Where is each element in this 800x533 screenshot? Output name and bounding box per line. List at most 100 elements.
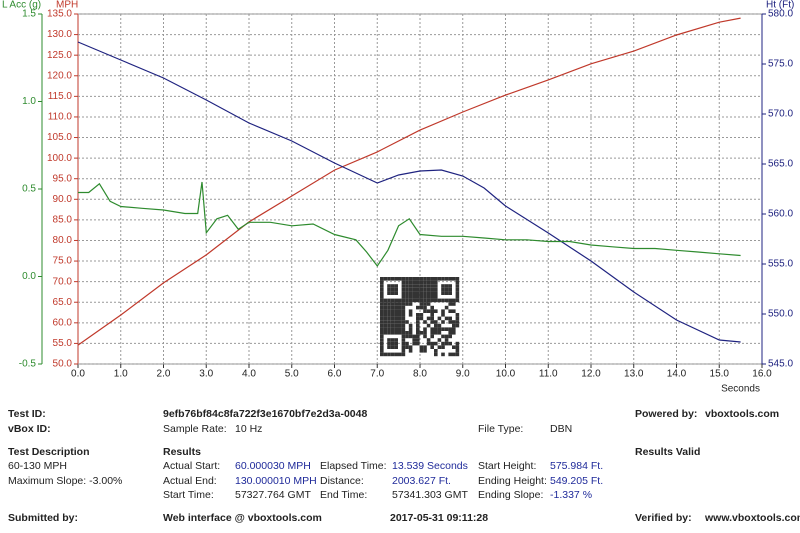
qr-module <box>405 284 409 288</box>
value: 9efb76bf84c8fa722f3e1670bf7e2d3a-0048 <box>163 408 367 420</box>
qr-module <box>380 331 384 335</box>
qr-module <box>380 305 384 310</box>
qr-module <box>444 338 449 342</box>
qr-module <box>430 305 434 310</box>
qr-module <box>387 320 391 324</box>
qr-module <box>452 277 456 281</box>
qr-module <box>426 277 431 281</box>
qr-module <box>394 287 398 292</box>
qr-module <box>412 291 416 295</box>
qr-module <box>416 327 420 331</box>
qr-module <box>408 291 413 295</box>
qr-module <box>387 302 391 306</box>
qr-module <box>383 305 388 310</box>
x-tick-label: 4.0 <box>242 369 256 380</box>
qr-module <box>390 338 395 342</box>
qr-module <box>419 316 424 321</box>
qr-module <box>455 316 460 321</box>
qr-module <box>441 284 445 288</box>
qr-module <box>390 284 395 288</box>
y-tick-label: 545.0 <box>768 359 793 370</box>
qr-module <box>416 313 420 317</box>
qr-module <box>394 323 398 328</box>
qr-module <box>390 309 395 313</box>
qr-module <box>441 334 445 339</box>
qr-module <box>423 331 427 335</box>
qr-module <box>401 287 406 292</box>
qr-module <box>430 280 434 285</box>
x-tick-label: 16.0 <box>752 369 772 380</box>
qr-module <box>416 320 420 324</box>
qr-module <box>383 313 388 317</box>
qr-module <box>387 338 391 342</box>
qr-module <box>423 277 427 281</box>
label: Ending Slope: <box>478 489 543 501</box>
qr-module <box>416 341 420 346</box>
qr-module <box>394 320 398 324</box>
qr-module <box>434 291 438 295</box>
y-tick-label: 1.5 <box>22 9 36 20</box>
qr-module <box>390 305 395 310</box>
qr-module <box>394 302 398 306</box>
y-tick-label: -0.5 <box>19 359 37 370</box>
qr-module <box>430 313 434 317</box>
y-tick-label: 555.0 <box>768 259 793 270</box>
qr-module <box>394 291 398 295</box>
qr-module <box>401 338 406 342</box>
y-tick-label: 85.0 <box>53 215 73 226</box>
qr-module <box>383 331 388 335</box>
qr-module <box>434 331 438 335</box>
qr-module <box>405 287 409 292</box>
qr-module <box>394 277 398 281</box>
qr-module <box>430 345 434 349</box>
qr-module <box>401 316 406 321</box>
qr-module <box>448 277 452 281</box>
qr-module <box>437 277 442 281</box>
y-tick-label: 130.0 <box>47 29 72 40</box>
x-tick-label: 6.0 <box>328 369 342 380</box>
qr-module <box>416 295 420 299</box>
qr-module <box>444 341 449 346</box>
qr-module <box>380 345 384 349</box>
qr-module <box>412 277 416 281</box>
x-tick-label: 10.0 <box>496 369 516 380</box>
y-tick-label: 0.5 <box>22 184 36 195</box>
qr-module <box>405 280 409 285</box>
value: 2003.627 Ft. <box>392 475 451 487</box>
qr-module <box>430 316 434 321</box>
value: www.vboxtools.com <box>704 512 800 524</box>
qr-module <box>423 320 427 324</box>
qr-module <box>426 284 431 288</box>
qr-module <box>390 313 395 317</box>
qr-module <box>412 295 416 299</box>
y3-axis-title: L Acc (g) <box>2 0 41 11</box>
qr-module <box>423 298 427 303</box>
qr-module <box>394 338 398 342</box>
chart: L Acc (g) MPH Ht (Ft) Seconds 0.0 1.0 2.0 3… <box>2 0 794 395</box>
x-tick-label: 0.0 <box>71 369 85 380</box>
heading: Results <box>163 446 201 458</box>
qr-module <box>405 331 409 335</box>
qr-module <box>408 327 413 331</box>
qr-module <box>426 280 431 285</box>
qr-module <box>419 302 424 306</box>
qr-module <box>444 327 449 331</box>
qr-module <box>405 334 409 339</box>
qr-module <box>448 309 452 313</box>
qr-module <box>401 331 406 335</box>
qr-module <box>434 341 438 346</box>
qr-module <box>444 291 449 295</box>
qr-module <box>426 302 431 306</box>
qr-module <box>441 277 445 281</box>
qr-module <box>419 313 424 317</box>
y-tick-label: 560.0 <box>768 209 793 220</box>
qr-module <box>380 320 384 324</box>
qr-module <box>405 295 409 299</box>
qr-module <box>383 327 388 331</box>
x-tick-label: 14.0 <box>667 369 687 380</box>
qr-module <box>452 320 456 324</box>
qr-module <box>405 341 409 346</box>
qr-module <box>394 298 398 303</box>
qr-module <box>383 298 388 303</box>
